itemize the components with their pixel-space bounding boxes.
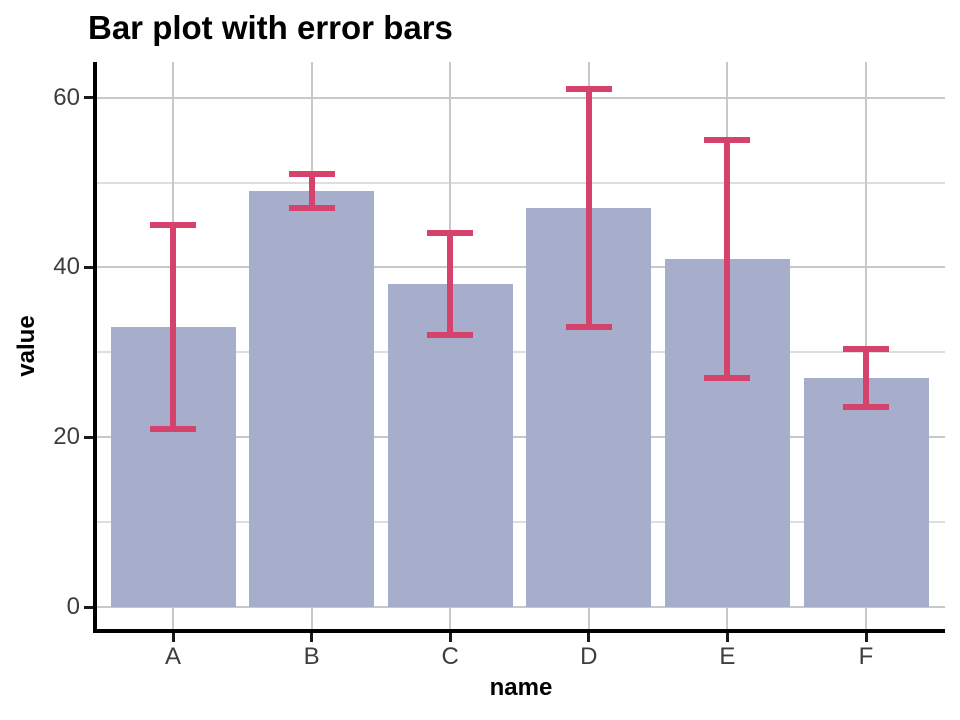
x-axis-title: name [489, 674, 553, 701]
y-tick [84, 435, 93, 439]
error-bar-cap-bottom [843, 403, 889, 410]
y-gridline-major [97, 96, 945, 99]
error-bar-stem [585, 89, 592, 327]
error-bar-cap-top [288, 171, 335, 177]
error-bar-stem [447, 233, 454, 336]
y-tick [84, 605, 93, 609]
bar [803, 377, 929, 607]
x-tick-label: F [858, 643, 874, 670]
error-bar-stem [308, 174, 315, 208]
y-gridline-minor [97, 521, 945, 524]
y-tick-label: 40 [53, 253, 80, 281]
bar [249, 190, 375, 607]
error-bar-cap-top [565, 86, 612, 93]
x-tick [310, 633, 314, 642]
x-tick [171, 633, 175, 642]
x-tick-label: B [303, 643, 320, 670]
error-bar-stem [724, 140, 731, 378]
x-tick [725, 633, 729, 642]
y-gridline-major [97, 606, 945, 608]
error-bar-cap-top [427, 230, 474, 237]
error-bar-cap-bottom [565, 323, 612, 330]
error-bar-cap-bottom [150, 425, 196, 432]
error-bar-cap-bottom [427, 332, 474, 339]
x-tick-label: C [441, 643, 459, 670]
error-bar-cap-bottom [288, 204, 335, 211]
x-tick-label: A [164, 643, 181, 670]
y-gridline-minor [97, 181, 945, 184]
y-axis-line [93, 62, 97, 633]
error-bar-cap-top [704, 137, 751, 144]
x-tick-label: D [580, 643, 598, 670]
x-tick [864, 633, 868, 642]
y-tick-label: 60 [53, 83, 80, 111]
chart-title: Bar plot with error bars [88, 9, 453, 46]
error-bar-stem [863, 348, 869, 407]
x-gridline [865, 62, 867, 629]
y-tick [84, 265, 93, 269]
error-bar-stem [170, 224, 176, 429]
x-tick-label: E [719, 643, 736, 670]
y-gridline-major [97, 436, 945, 439]
error-bar-cap-top [843, 345, 889, 352]
y-gridline-minor [97, 351, 945, 354]
x-axis-line [93, 629, 945, 633]
error-bar-cap-top [150, 221, 196, 228]
y-tick-label: 20 [53, 423, 80, 451]
x-tick [448, 633, 452, 642]
y-axis-title: value [13, 315, 40, 377]
error-bar-cap-bottom [704, 374, 751, 381]
x-tick [587, 633, 591, 642]
y-gridline-major [97, 266, 945, 269]
y-tick-label: 0 [66, 593, 80, 620]
y-tick [84, 96, 93, 100]
